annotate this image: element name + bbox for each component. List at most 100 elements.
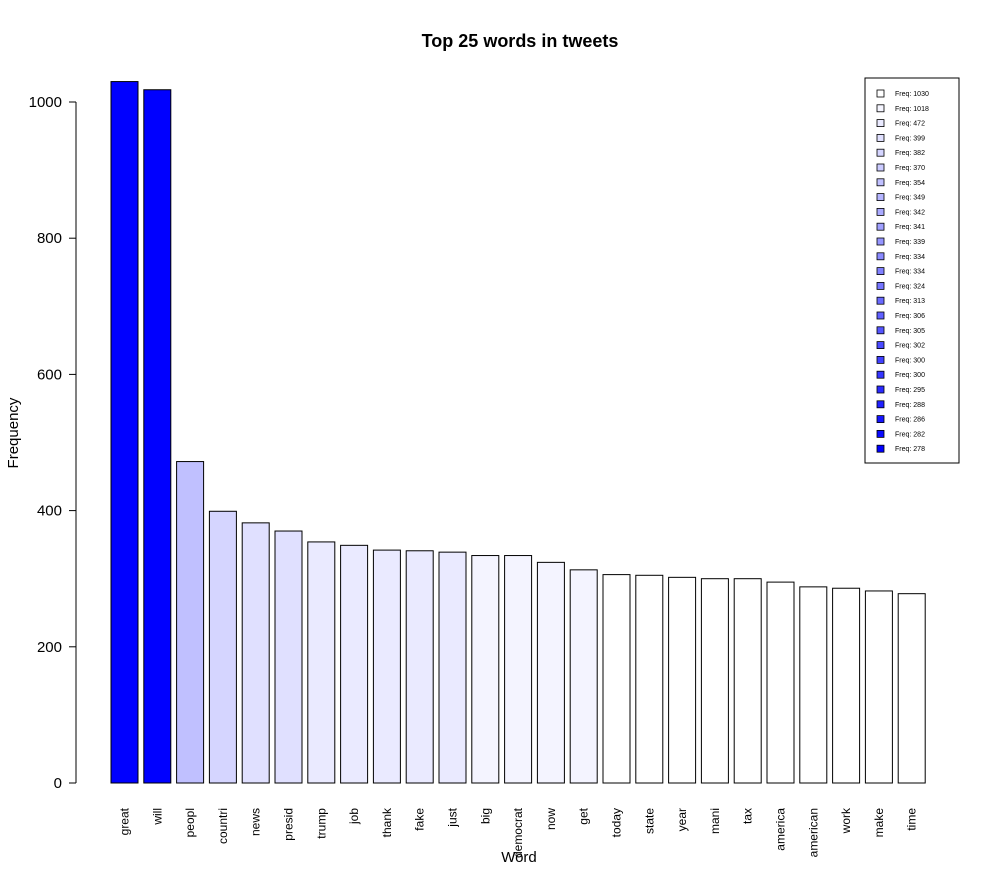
legend-entry: Freq: 282 <box>895 431 925 438</box>
bar-year <box>668 576 697 784</box>
bar-american <box>799 586 828 784</box>
legend-swatch <box>876 281 885 290</box>
legend-swatch <box>876 400 885 409</box>
legend-swatch <box>876 341 885 350</box>
x-tick-label: big <box>478 808 492 824</box>
legend-swatch <box>876 193 885 202</box>
bar-news <box>241 522 270 784</box>
legend-entry: Freq: 300 <box>895 372 925 379</box>
bar-countri <box>208 510 237 784</box>
legend-swatch <box>876 444 885 453</box>
legend-swatch <box>876 296 885 305</box>
legend-swatch <box>876 311 885 320</box>
legend-entry: Freq: 305 <box>895 328 925 335</box>
bar-make <box>864 590 893 784</box>
x-tick-label: will <box>150 808 164 826</box>
bar-big <box>471 555 500 784</box>
legend-entry: Freq: 313 <box>895 298 925 305</box>
bar-will <box>143 89 172 784</box>
bar-great <box>110 81 139 784</box>
legend-swatch <box>876 222 885 231</box>
x-tick-label: peopl <box>183 808 197 837</box>
legend-swatch <box>876 89 885 98</box>
bar-thank <box>372 549 401 784</box>
legend-entry: Freq: 1030 <box>895 91 929 98</box>
x-tick-label: tax <box>741 808 755 824</box>
legend-entry: Freq: 324 <box>895 283 925 290</box>
x-tick-label: trump <box>314 808 328 839</box>
legend-swatch <box>876 119 885 127</box>
legend-swatch <box>876 429 885 438</box>
bar-state <box>635 574 664 784</box>
legend-entry: Freq: 1018 <box>895 106 929 113</box>
legend-swatch <box>876 104 885 113</box>
bars-group <box>110 81 926 784</box>
y-tick-label: 400 <box>37 503 62 520</box>
bar-democrat <box>504 555 533 784</box>
y-tick-label: 600 <box>37 366 62 383</box>
bar-fake <box>405 550 434 784</box>
y-tick-label: 1000 <box>29 94 62 111</box>
legend-entry: Freq: 370 <box>895 165 925 172</box>
x-tick-label: just <box>446 807 460 827</box>
legend-entry: Freq: 295 <box>895 387 925 394</box>
x-tick-label: america <box>774 808 788 851</box>
y-axis-label: Frequency <box>5 397 22 468</box>
legend-entry: Freq: 286 <box>895 417 925 424</box>
x-tick-label: presid <box>282 808 296 841</box>
legend-entry: Freq: 278 <box>895 446 925 453</box>
x-tick-label: job <box>347 808 361 825</box>
legend-swatch <box>876 385 885 394</box>
x-tick-label: today <box>610 808 624 837</box>
legend-entry: Freq: 354 <box>895 180 925 187</box>
legend-entry: Freq: 288 <box>895 402 925 409</box>
bar-work <box>832 587 861 784</box>
legend-swatch <box>876 370 885 379</box>
x-tick-label: now <box>544 808 558 830</box>
y-tick-label: 800 <box>37 230 62 247</box>
x-tick-label: american <box>806 808 820 857</box>
x-axis-label: Word <box>501 849 537 866</box>
legend-swatch <box>876 252 885 261</box>
x-tick-label: great <box>118 807 132 835</box>
legend-entry: Freq: 302 <box>895 343 925 350</box>
legend-swatch <box>876 415 885 424</box>
chart-title: Top 25 words in tweets <box>422 31 619 51</box>
bar-presid <box>274 530 303 784</box>
bar-mani <box>700 578 729 784</box>
legend-swatch <box>876 267 885 276</box>
legend-entry: Freq: 399 <box>895 135 925 142</box>
bar-america <box>766 581 795 784</box>
legend-entry: Freq: 382 <box>895 150 925 157</box>
y-axis: 0 200 400 600 800 1000 <box>29 94 77 792</box>
legend-swatch <box>876 326 885 335</box>
bar-get <box>569 569 598 784</box>
legend: Freq: 1030 Freq: 1018 Freq: 472 Freq: 399 Fr… <box>864 77 960 464</box>
legend-entry: Freq: 334 <box>895 269 925 276</box>
x-tick-label: fake <box>413 808 427 831</box>
bar-just <box>438 551 467 784</box>
x-tick-label: countri <box>216 808 230 844</box>
x-tick-label: make <box>872 808 886 838</box>
x-tick-label: get <box>577 807 591 824</box>
x-tick-label: mani <box>708 808 722 834</box>
legend-entry: Freq: 472 <box>895 121 925 128</box>
bar-tax <box>733 578 762 784</box>
legend-entry: Freq: 341 <box>895 224 925 231</box>
legend-entry: Freq: 339 <box>895 239 925 246</box>
bar-job <box>340 544 369 784</box>
x-tick-label: thank <box>380 807 394 837</box>
y-tick-label: 0 <box>54 775 62 792</box>
legend-entry: Freq: 306 <box>895 313 925 320</box>
legend-swatch <box>876 207 885 216</box>
legend-entry: Freq: 349 <box>895 195 925 202</box>
legend-entry: Freq: 342 <box>895 209 925 216</box>
legend-swatch <box>876 178 885 187</box>
legend-swatch <box>876 237 885 246</box>
bar-trump <box>307 541 336 784</box>
x-tick-labels: great will peopl countri news presid trump job t… <box>118 807 919 858</box>
legend-swatch <box>876 163 885 172</box>
legend-entry: Freq: 300 <box>895 357 925 364</box>
bar-time <box>897 593 926 784</box>
